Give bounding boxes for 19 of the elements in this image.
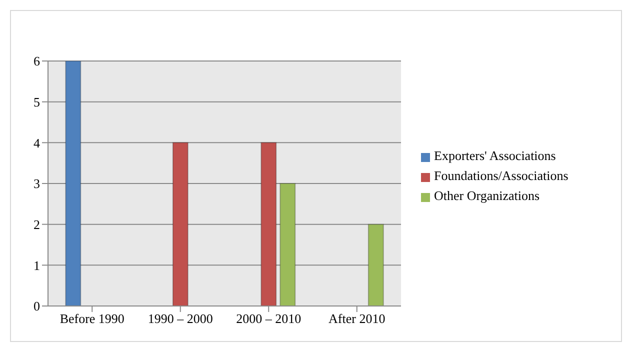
x-tick-label: After 2010 [328, 311, 386, 326]
legend-label: Exporters' Associations [434, 148, 556, 163]
y-tick-label: 3 [34, 176, 40, 192]
y-tick-label: 4 [34, 135, 40, 150]
y-tick-label: 2 [34, 216, 40, 232]
bar [172, 142, 188, 306]
x-tick-label: Before 1990 [60, 311, 124, 326]
x-tick-label: 1990 – 2000 [148, 311, 213, 326]
legend-label: Foundations/Associations [434, 168, 568, 183]
y-tick-label: 6 [34, 54, 40, 69]
x-tick-label: 2000 – 2010 [236, 311, 302, 326]
bar [260, 142, 277, 306]
y-tick-label: 0 [34, 298, 40, 314]
legend-label: Other Organizations [434, 188, 540, 203]
y-tick-label: 1 [34, 258, 40, 273]
bar [65, 61, 82, 306]
y-tick-label: 5 [34, 94, 40, 110]
bar [368, 224, 384, 306]
bar [280, 183, 296, 306]
